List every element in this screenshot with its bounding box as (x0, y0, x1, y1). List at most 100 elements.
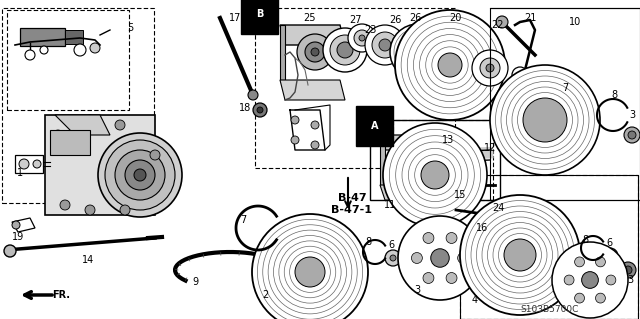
Text: 25: 25 (304, 13, 316, 23)
Text: 27: 27 (349, 15, 361, 25)
Polygon shape (55, 115, 110, 135)
Circle shape (19, 159, 29, 169)
Text: FR.: FR. (52, 290, 70, 300)
Circle shape (410, 44, 426, 60)
Text: 20: 20 (449, 13, 461, 23)
Circle shape (40, 46, 48, 54)
Text: S103B5700C: S103B5700C (520, 306, 579, 315)
Text: B: B (256, 9, 264, 19)
Circle shape (575, 257, 584, 267)
Text: 19: 19 (12, 232, 24, 242)
Circle shape (606, 275, 616, 285)
Text: 17: 17 (229, 13, 241, 23)
Polygon shape (50, 130, 90, 155)
Circle shape (490, 65, 600, 175)
Circle shape (4, 245, 16, 257)
Circle shape (552, 242, 628, 318)
Circle shape (446, 233, 457, 243)
Text: 26: 26 (389, 15, 401, 25)
Circle shape (379, 39, 391, 51)
Circle shape (390, 255, 396, 261)
Text: 9: 9 (192, 277, 198, 287)
Circle shape (311, 48, 319, 56)
Polygon shape (380, 135, 425, 150)
Bar (370, 120, 500, 200)
Text: 8: 8 (582, 235, 588, 245)
Circle shape (372, 32, 398, 58)
Circle shape (488, 210, 498, 220)
Text: 22: 22 (491, 20, 503, 30)
Polygon shape (280, 25, 285, 80)
Circle shape (620, 262, 636, 278)
Text: 11: 11 (384, 200, 396, 210)
Text: 7: 7 (562, 83, 568, 93)
Polygon shape (380, 135, 385, 185)
Text: B-47: B-47 (338, 193, 366, 203)
Circle shape (393, 165, 403, 175)
Circle shape (595, 257, 605, 267)
Circle shape (421, 161, 449, 189)
Polygon shape (380, 185, 425, 200)
Circle shape (383, 123, 487, 227)
Circle shape (305, 42, 325, 62)
Circle shape (411, 274, 419, 282)
Bar (255, 8, 455, 168)
Circle shape (25, 50, 35, 60)
Bar (65, 30, 83, 44)
Circle shape (431, 249, 449, 267)
Text: 2: 2 (262, 290, 268, 300)
Bar (460, 175, 638, 319)
Circle shape (253, 103, 267, 117)
Circle shape (496, 16, 508, 28)
Circle shape (458, 253, 468, 263)
Text: 15: 15 (454, 190, 466, 200)
Circle shape (398, 216, 482, 300)
Text: 6: 6 (606, 238, 612, 248)
Circle shape (628, 131, 636, 139)
Circle shape (423, 272, 434, 284)
Text: 1: 1 (17, 168, 23, 178)
Circle shape (105, 140, 175, 210)
Text: 18: 18 (239, 103, 251, 113)
Circle shape (115, 120, 125, 130)
Circle shape (486, 64, 494, 72)
Text: 14: 14 (82, 255, 94, 265)
Bar (393, 120, 493, 200)
Circle shape (447, 180, 457, 190)
Polygon shape (12, 218, 35, 232)
Text: 13: 13 (442, 135, 454, 145)
Text: 10: 10 (569, 17, 581, 27)
Circle shape (512, 67, 528, 83)
Text: 7: 7 (240, 215, 246, 225)
Polygon shape (280, 25, 345, 45)
Circle shape (337, 42, 353, 58)
Circle shape (582, 272, 598, 288)
Circle shape (390, 24, 446, 80)
Text: 3: 3 (627, 275, 633, 285)
Circle shape (85, 205, 95, 215)
Polygon shape (280, 80, 345, 100)
Circle shape (395, 10, 505, 120)
Circle shape (53, 130, 63, 140)
Bar (7, 10, 129, 110)
Circle shape (98, 133, 182, 217)
Text: 8: 8 (611, 90, 617, 100)
Circle shape (125, 160, 155, 190)
Circle shape (291, 116, 299, 124)
Text: 3: 3 (629, 110, 635, 120)
Circle shape (480, 58, 500, 78)
Text: 16: 16 (476, 223, 488, 233)
Circle shape (33, 160, 41, 168)
Circle shape (248, 90, 258, 100)
Circle shape (472, 50, 508, 86)
Circle shape (12, 221, 20, 229)
Circle shape (297, 34, 333, 70)
Circle shape (257, 107, 263, 113)
Text: 3: 3 (414, 285, 420, 295)
Bar (20, 28, 65, 46)
Circle shape (428, 223, 438, 233)
Text: 4: 4 (472, 295, 478, 305)
Text: 21: 21 (524, 13, 536, 23)
Text: 6: 6 (388, 240, 394, 250)
Text: 5: 5 (127, 23, 133, 33)
